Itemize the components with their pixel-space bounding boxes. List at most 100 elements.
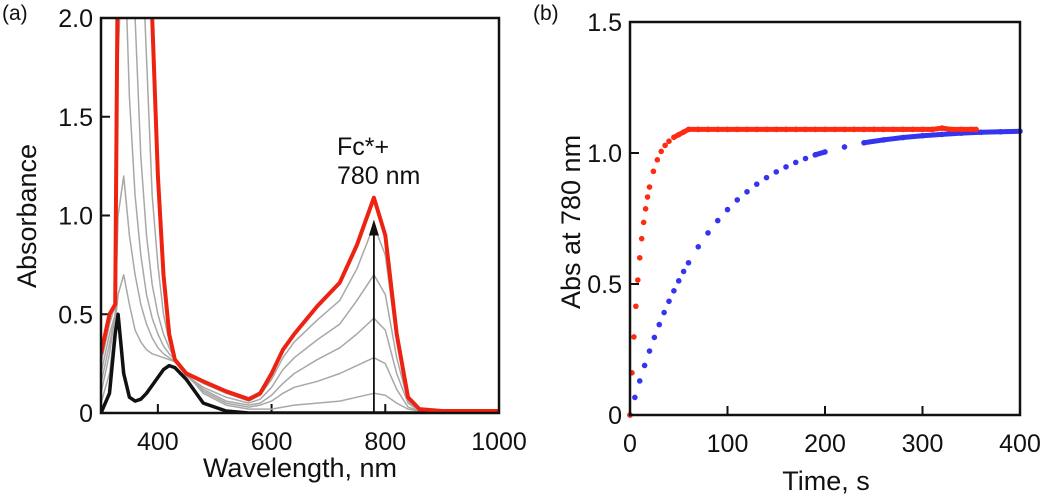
kinetic-trace-segment-slow — [900, 133, 925, 141]
data-point-fast — [763, 126, 770, 133]
data-point-fast — [675, 131, 682, 138]
data-point-fast — [880, 126, 887, 133]
data-point-fast — [773, 126, 780, 133]
data-point-fast — [662, 142, 668, 149]
data-point-fast — [900, 126, 906, 133]
data-point-slow — [919, 132, 926, 139]
y-tick-label: 2.0 — [58, 5, 93, 33]
data-point-fast — [695, 126, 702, 133]
kinetic-trace-segment-slow — [881, 135, 906, 143]
kinetic-trace-segment-slow — [920, 131, 945, 139]
x-tick-label: 600 — [251, 428, 293, 456]
kinetic-trace-segment-slow — [939, 130, 964, 137]
data-point-fast — [633, 303, 639, 310]
data-point-fast — [783, 126, 789, 133]
data-point-slow — [695, 243, 702, 250]
data-point-fast — [666, 138, 672, 145]
data-point-fast — [958, 126, 965, 133]
spectrum-line-intermediate-2 — [101, 175, 499, 413]
y-tick-label: 0 — [608, 402, 622, 430]
data-point-slow — [841, 144, 848, 150]
data-point-fast — [802, 126, 809, 133]
panel-b-ylabel: Abs at 780 nm — [556, 135, 586, 309]
kinetic-trace-segment-slow — [978, 129, 1003, 135]
annotation-fc-label: Fc*+ — [337, 133, 389, 161]
data-point-slow — [671, 288, 677, 294]
data-point-slow — [812, 152, 819, 158]
data-point-fast — [631, 334, 637, 340]
x-tick-label: 400 — [137, 428, 179, 456]
y-tick-label: 1.5 — [587, 9, 622, 37]
data-point-fast — [644, 194, 651, 200]
data-point-fast — [685, 126, 692, 133]
x-tick-label: 100 — [707, 430, 749, 458]
data-point-fast — [638, 235, 645, 242]
data-point-fast — [909, 126, 916, 133]
data-point-fast — [973, 126, 979, 133]
panel-a-label: (a) — [2, 2, 28, 25]
data-point-slow — [724, 206, 731, 213]
data-point-fast — [851, 126, 858, 133]
x-tick-label: 200 — [804, 430, 846, 458]
data-point-fast — [792, 126, 799, 133]
data-point-fast — [939, 125, 945, 131]
data-point-fast — [680, 129, 687, 135]
data-point-slow — [734, 197, 741, 203]
data-point-fast — [714, 126, 721, 133]
x-tick-label: 800 — [364, 428, 406, 456]
data-point-slow — [763, 174, 770, 181]
data-point-fast — [654, 157, 661, 163]
data-point-slow — [861, 139, 867, 146]
data-point-slow — [714, 217, 721, 224]
data-point-slow — [666, 298, 672, 305]
panel-b-frame — [628, 20, 1022, 417]
kinetic-trace-segment-slow — [959, 129, 984, 136]
data-point-fast — [636, 254, 643, 261]
data-point-fast — [744, 126, 750, 133]
spectrum-line-intermediate-4 — [101, 18, 499, 413]
kinetic-trace-segment-slow — [861, 137, 886, 146]
data-point-slow — [705, 230, 711, 236]
spectrum-line-initial — [101, 312, 499, 413]
data-point-slow — [744, 188, 750, 195]
data-point-fast — [640, 219, 647, 226]
data-point-fast — [724, 126, 731, 133]
data-point-slow — [675, 278, 682, 284]
data-point-slow — [939, 131, 945, 138]
data-point-fast — [650, 168, 657, 175]
panel-a-spectra: (a) Wavelength, nm Absorbance 400 600 800 1… — [2, 2, 527, 483]
panel-b-xlabel: Time, s — [782, 466, 870, 496]
y-tick-label: 0.5 — [587, 271, 622, 299]
y-tick-label: 0 — [79, 400, 93, 428]
y-tick-label: 1.5 — [58, 104, 93, 132]
data-point-fast — [861, 126, 867, 133]
data-point-slow — [822, 149, 828, 155]
panel-b-kinetics: (b) Time, s Abs at 780 nm 0 100 200 300 400 0… — [533, 2, 1041, 496]
data-point-slow — [997, 128, 1004, 135]
y-tick-label: 1.0 — [587, 140, 622, 168]
data-point-fast — [635, 277, 641, 283]
data-point-slow — [656, 321, 663, 328]
spectrum-line-intermediate-1 — [101, 274, 499, 413]
y-tick-label: 1.0 — [58, 203, 93, 231]
data-point-slow — [792, 159, 799, 166]
data-point-fast — [734, 126, 741, 133]
data-point-slow — [636, 378, 643, 384]
data-point-fast — [929, 126, 936, 133]
data-point-slow — [651, 334, 658, 341]
data-point-slow — [661, 309, 667, 316]
data-point-slow — [646, 348, 653, 354]
kinetic-trace-segment-slow — [998, 128, 1023, 135]
data-point-slow — [685, 259, 692, 266]
x-tick-label: 1000 — [471, 428, 527, 456]
data-point-fast — [890, 126, 897, 133]
data-point-fast — [870, 126, 877, 133]
data-point-slow — [680, 268, 687, 275]
x-tick-label: 0 — [623, 430, 637, 458]
data-point-slow — [880, 137, 887, 143]
data-point-slow — [632, 394, 638, 401]
panel-a-frame — [99, 16, 501, 415]
panel-b-label: (b) — [533, 2, 559, 25]
data-point-fast — [831, 126, 838, 133]
data-point-fast — [968, 126, 975, 133]
